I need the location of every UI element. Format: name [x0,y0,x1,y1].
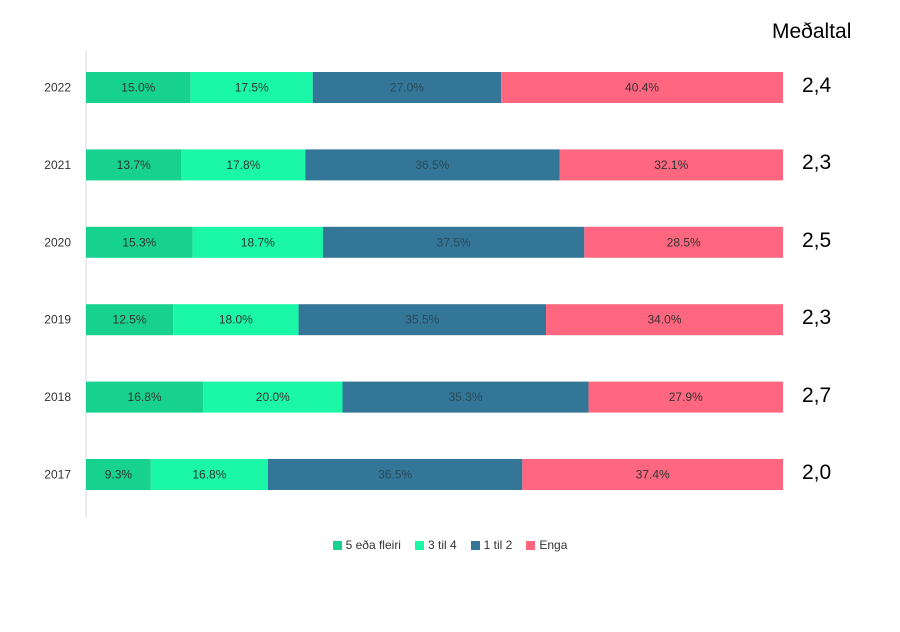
bar-segment [173,304,299,336]
data-label: 27.0% [390,81,424,95]
data-label: 32.1% [654,158,688,172]
legend-swatch [332,540,342,550]
data-label: 36.5% [378,468,412,482]
data-label: 27.9% [669,390,703,404]
legend-item: 1 til 2 [470,538,513,552]
category-label: 2018 [44,390,71,404]
bar-segment [86,381,204,413]
data-label: 28.5% [667,235,701,249]
bar-segment [312,72,502,103]
data-label: 34.0% [647,313,681,327]
bar-segment [546,304,783,336]
data-label: 37.4% [636,468,670,482]
data-label: 16.8% [192,468,226,482]
bar-segment [86,226,193,258]
category-ticks-group: 2022 2021 2020 2019 2018 2017 [44,81,71,482]
legend-item: 3 til 4 [414,538,457,552]
legend-swatch [470,540,480,550]
legend-label: 3 til 4 [427,538,457,552]
data-label: 35.3% [449,390,483,404]
bar-segment [305,149,560,181]
bars-group: 15.0% 17.5% 27.0% 40.4% 13.7% 17.8% 36.5% 32.1%… [86,72,783,490]
category-label: 2017 [44,468,71,482]
data-label: 12.5% [113,313,147,327]
category-label: 2019 [44,313,71,327]
legend-swatch [414,540,424,550]
average-value: 2,3 [802,151,832,175]
data-label: 9.3% [105,468,133,482]
legend-label: Enga [539,538,568,552]
bar-segment [86,149,182,181]
bar-segment [298,304,547,336]
legend-item: Enga [526,538,567,552]
bar-segment [86,304,174,336]
average-value: 2,3 [802,306,832,330]
data-label: 20.0% [256,390,290,404]
data-label: 17.5% [235,81,269,95]
data-label: 17.8% [226,158,260,172]
category-label: 2021 [44,158,71,172]
bar-segment [203,381,343,413]
data-label: 15.3% [122,235,156,249]
data-label: 13.7% [117,158,151,172]
bar-segment [322,226,585,258]
average-header: Meðaltal [772,20,852,43]
legend-label: 5 eða fleiri [345,538,401,552]
average-value: 2,5 [802,228,832,252]
bar-segment [584,226,783,258]
legend: 5 eða fleiri 3 til 4 1 til 2 Enga [0,538,900,552]
category-label: 2020 [44,235,71,249]
average-value: 2,0 [802,461,832,484]
data-label: 18.7% [241,235,275,249]
bar-segment [342,381,589,413]
bar-segment [192,226,323,258]
legend-label: 1 til 2 [483,538,513,552]
data-label: 37.5% [437,235,471,249]
bar-segment [501,72,783,103]
data-label: 15.0% [121,81,155,95]
legend-swatch [526,540,536,550]
bar-segment [181,149,306,181]
bar-segment [267,459,523,490]
bar-segment [559,149,783,181]
average-value: 2,4 [802,74,832,97]
bar-segment [86,72,191,103]
bar-segment [522,459,783,490]
legend-item: 5 eða fleiri [332,538,401,552]
data-label: 36.5% [415,158,449,172]
bar-segment [86,459,151,490]
bar-segment [588,381,783,413]
data-label: 40.4% [625,81,659,95]
average-value: 2,7 [802,383,832,407]
data-label: 18.0% [219,313,253,327]
data-label: 35.5% [405,313,439,327]
bar-segment [150,459,268,490]
category-label: 2022 [44,81,71,95]
bar-segment [190,72,313,103]
data-label: 16.8% [128,390,162,404]
